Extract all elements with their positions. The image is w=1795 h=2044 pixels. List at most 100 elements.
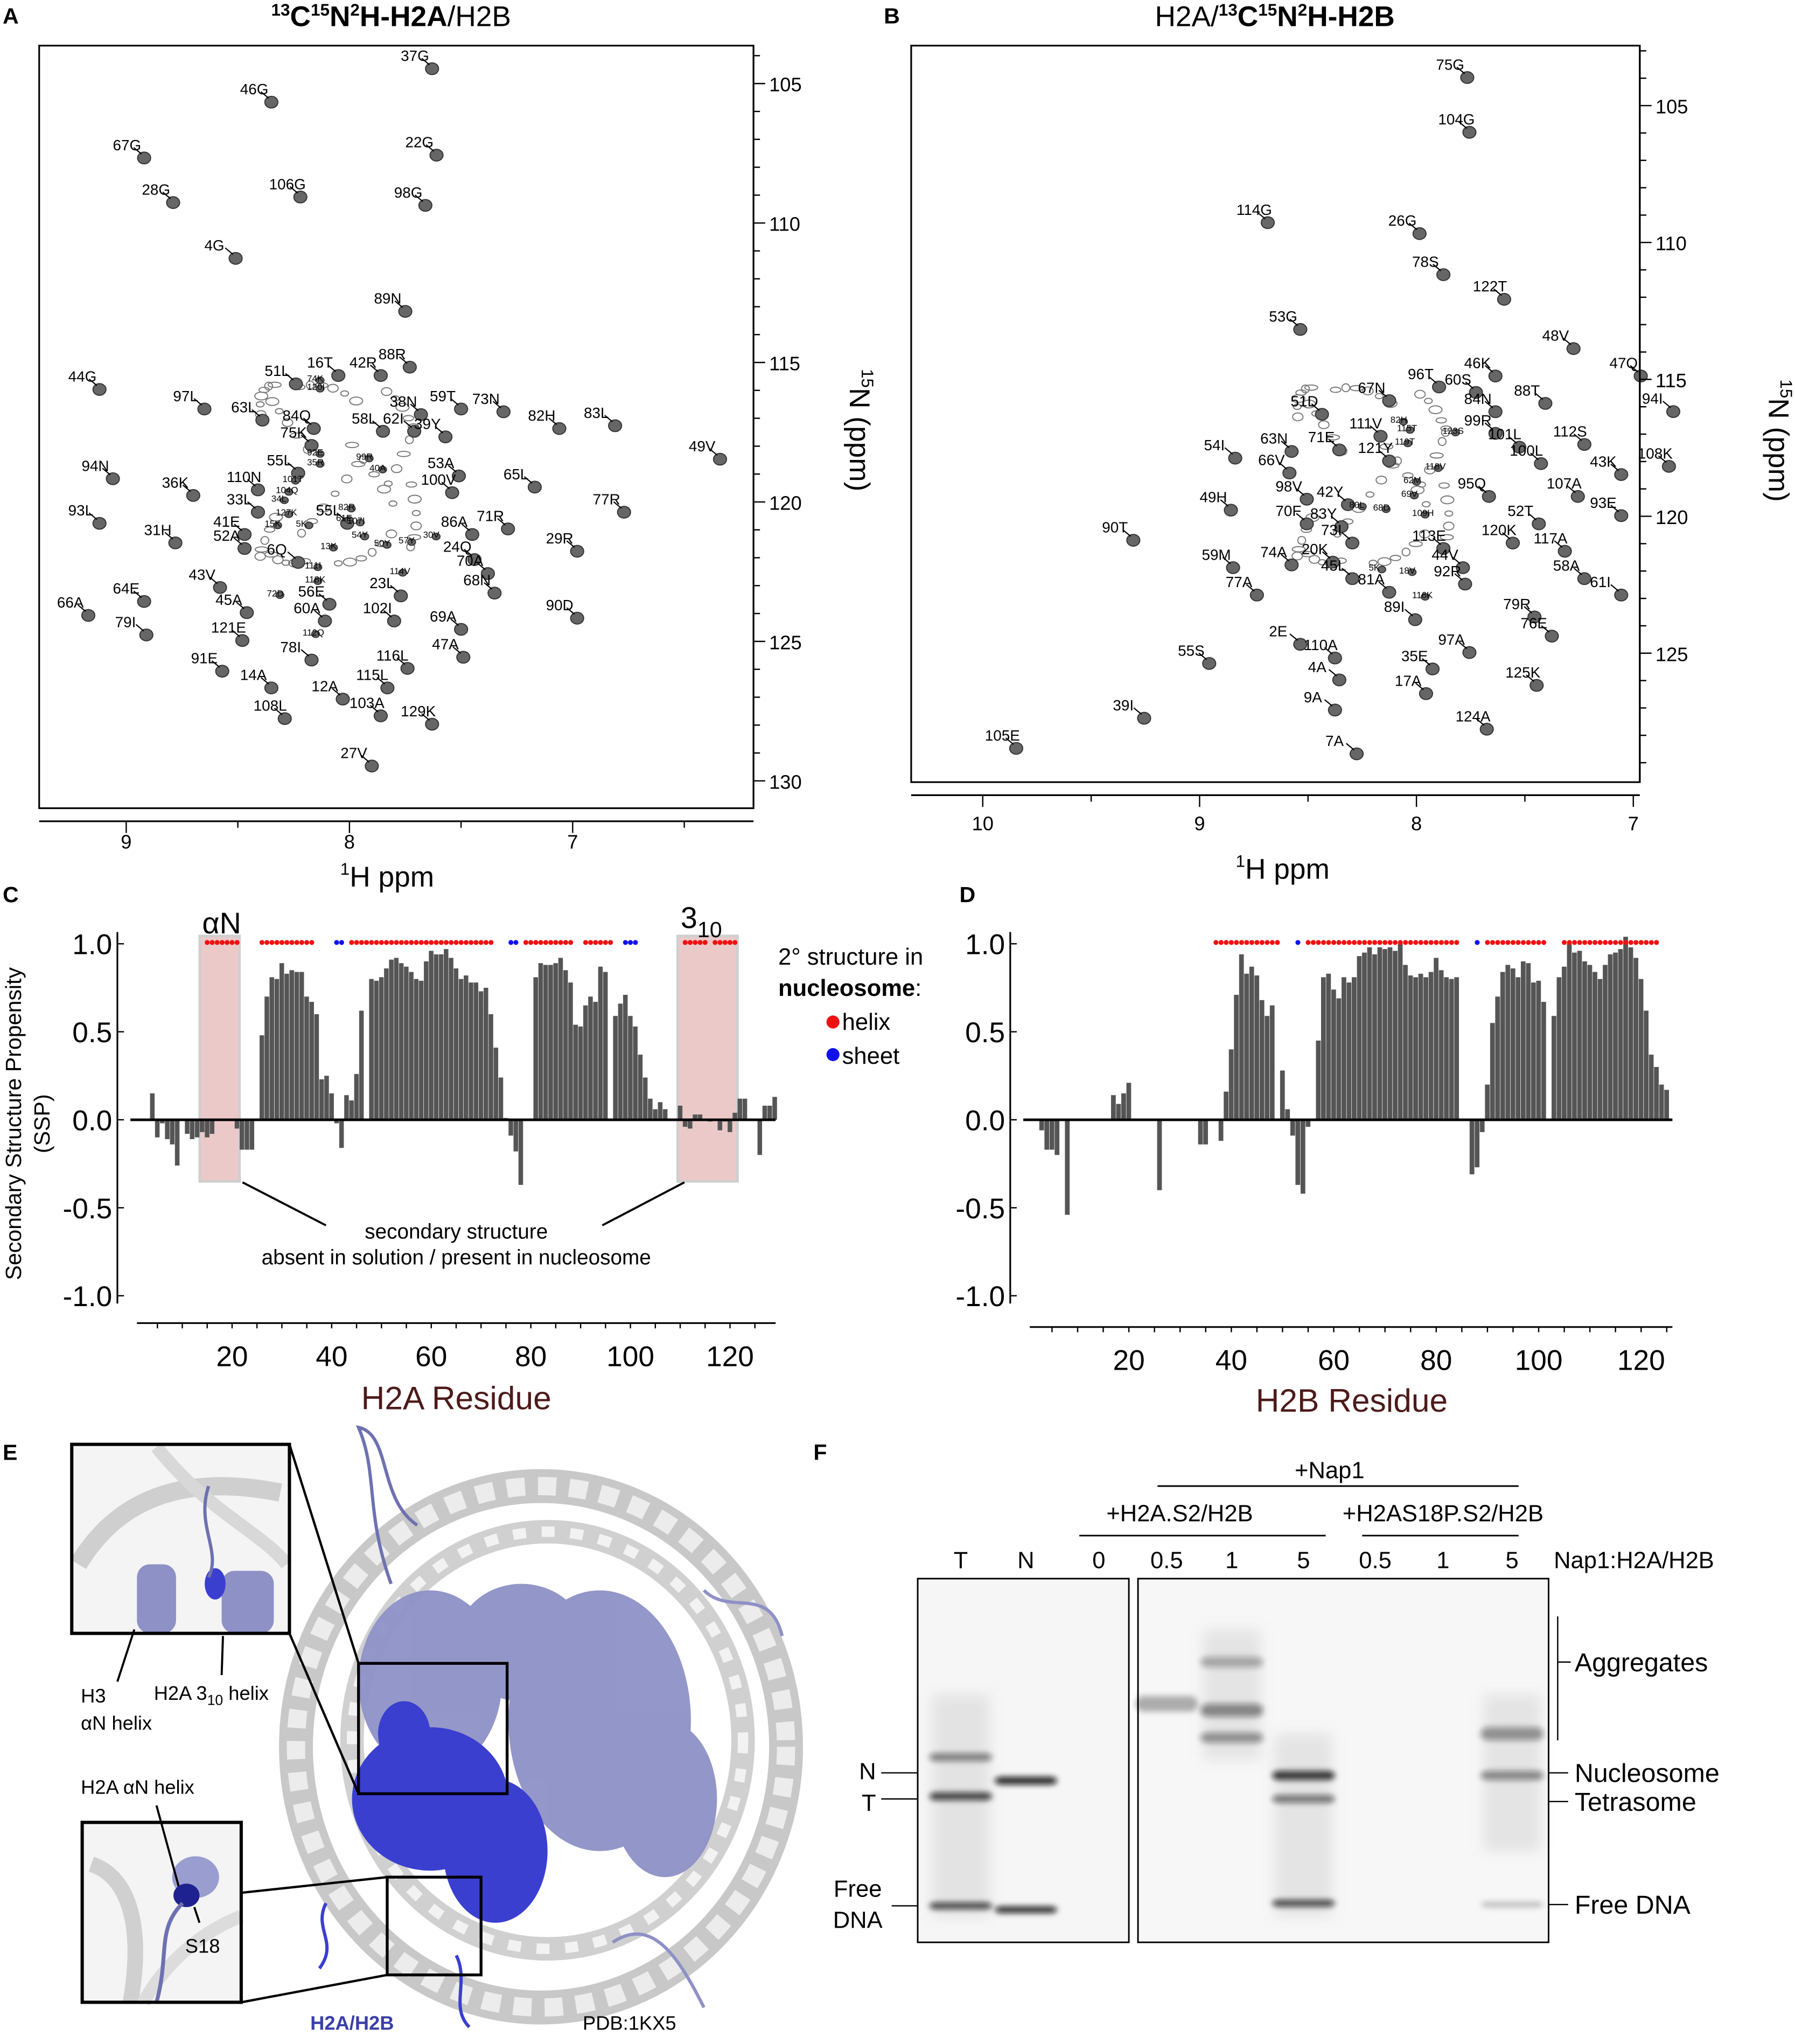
peak: 78I: [280, 639, 319, 667]
peak: 114G: [1237, 201, 1275, 229]
helix-dot: [1618, 940, 1623, 945]
other-histones: [358, 1583, 717, 1878]
annotation-line2: absent in solution / present in nucleoso…: [262, 1246, 651, 1269]
peak-leader: [566, 607, 575, 615]
bar: [464, 975, 469, 1120]
lane-label: N: [1017, 1548, 1034, 1574]
bar: [418, 980, 424, 1120]
peak-label: 65L: [504, 466, 528, 483]
peak-label: 46K: [1464, 355, 1491, 372]
peak-leader: [396, 657, 406, 665]
peak-leader: [301, 434, 310, 442]
bar: [174, 1120, 180, 1166]
peak: 70A: [457, 552, 495, 580]
peak: 23L: [369, 575, 408, 603]
helix-dot: [1213, 940, 1219, 945]
helix-dot: [1244, 940, 1249, 945]
peak-contour: [92, 383, 107, 396]
helix-dot: [423, 940, 429, 945]
peak-label: 43V: [188, 566, 215, 583]
peak: 4G: [204, 237, 243, 265]
peak-label: 53A: [428, 455, 455, 471]
helix-dot: [309, 940, 315, 945]
peak-contour: [304, 439, 319, 452]
bar: [633, 1026, 638, 1120]
y-tick-label: -0.5: [63, 1193, 113, 1225]
peak-contour: [1614, 468, 1629, 481]
peak-label: 97A: [1438, 631, 1465, 648]
bar: [1490, 1023, 1495, 1120]
helix-dot: [722, 940, 728, 945]
contour: [1291, 552, 1303, 561]
peak-label: 52A: [213, 527, 240, 544]
peak-leader: [287, 551, 296, 559]
contour: [269, 513, 283, 522]
peak: 129K: [401, 703, 439, 731]
bar: [1357, 956, 1362, 1120]
peak: 108K: [1638, 445, 1676, 473]
x-tick-label: 8: [1411, 813, 1422, 835]
helix-dot: [1541, 940, 1547, 945]
peak-contour: [81, 609, 96, 622]
peak-leader: [1493, 288, 1502, 296]
peak-contour: [250, 483, 266, 497]
peak-leader: [463, 548, 472, 556]
contour: [1368, 560, 1378, 566]
peak-contour: [228, 252, 243, 265]
helix-dot: [1382, 940, 1388, 945]
helix-dot: [1515, 940, 1521, 945]
peak: 120K: [1482, 522, 1520, 550]
peak: 13K: [320, 541, 338, 552]
contour: [351, 461, 366, 468]
contour: [281, 559, 291, 566]
peak: 96T: [1408, 366, 1447, 394]
bar: [678, 1105, 683, 1120]
peak-label: 40A: [369, 463, 386, 473]
bar: [205, 1120, 209, 1138]
helix-dot: [603, 940, 608, 945]
bar: [1552, 1016, 1556, 1120]
peak-contour: [313, 577, 323, 585]
x-tick-label: 9: [1194, 813, 1205, 835]
contour: [1438, 482, 1450, 489]
bar: [757, 1120, 763, 1155]
peak-contour: [1300, 492, 1314, 506]
peak-contour: [240, 606, 254, 619]
peak-label: 35E: [1401, 648, 1428, 665]
peak: 20K: [1302, 541, 1340, 569]
bar: [319, 1079, 324, 1120]
peak: 62M: [1403, 475, 1421, 486]
peak: 27V: [340, 745, 379, 773]
helix-dot: [1520, 940, 1526, 945]
contour: [1402, 472, 1414, 479]
peak-contour: [713, 452, 728, 466]
helix-dot: [1305, 940, 1311, 945]
helix-dot: [1398, 940, 1403, 945]
bar: [1239, 954, 1244, 1120]
peak: 55S: [1178, 642, 1217, 670]
peak-label: 112Q: [303, 627, 324, 638]
bar: [1331, 989, 1336, 1120]
peak-contour: [1381, 505, 1391, 513]
bar: [1597, 979, 1603, 1120]
helix-dot: [1649, 940, 1654, 945]
s18-label: S18: [185, 1935, 220, 1957]
contour: [1302, 399, 1316, 409]
peak-label: 52T: [1507, 503, 1533, 519]
peak-label: 6Q: [267, 541, 287, 558]
peak-contour: [438, 430, 453, 444]
x-tick-label: 60: [1318, 1345, 1350, 1377]
peak-label: 123S: [1442, 426, 1464, 436]
spectrum-b-title: H2A/13C15N2H-H2B: [1155, 1, 1394, 32]
peak-leader: [1408, 222, 1417, 231]
sheet-dot: [1295, 940, 1301, 945]
peak-label: 16T: [307, 354, 333, 371]
y-tick-label: 0.5: [72, 1017, 112, 1049]
peak-label: 120I: [307, 382, 325, 392]
bar: [1321, 977, 1326, 1120]
peak-label: 99R: [1464, 412, 1492, 429]
bar: [1121, 1093, 1126, 1120]
sheet-dot: [633, 940, 638, 945]
inset-310-helix: [70, 1442, 292, 1635]
